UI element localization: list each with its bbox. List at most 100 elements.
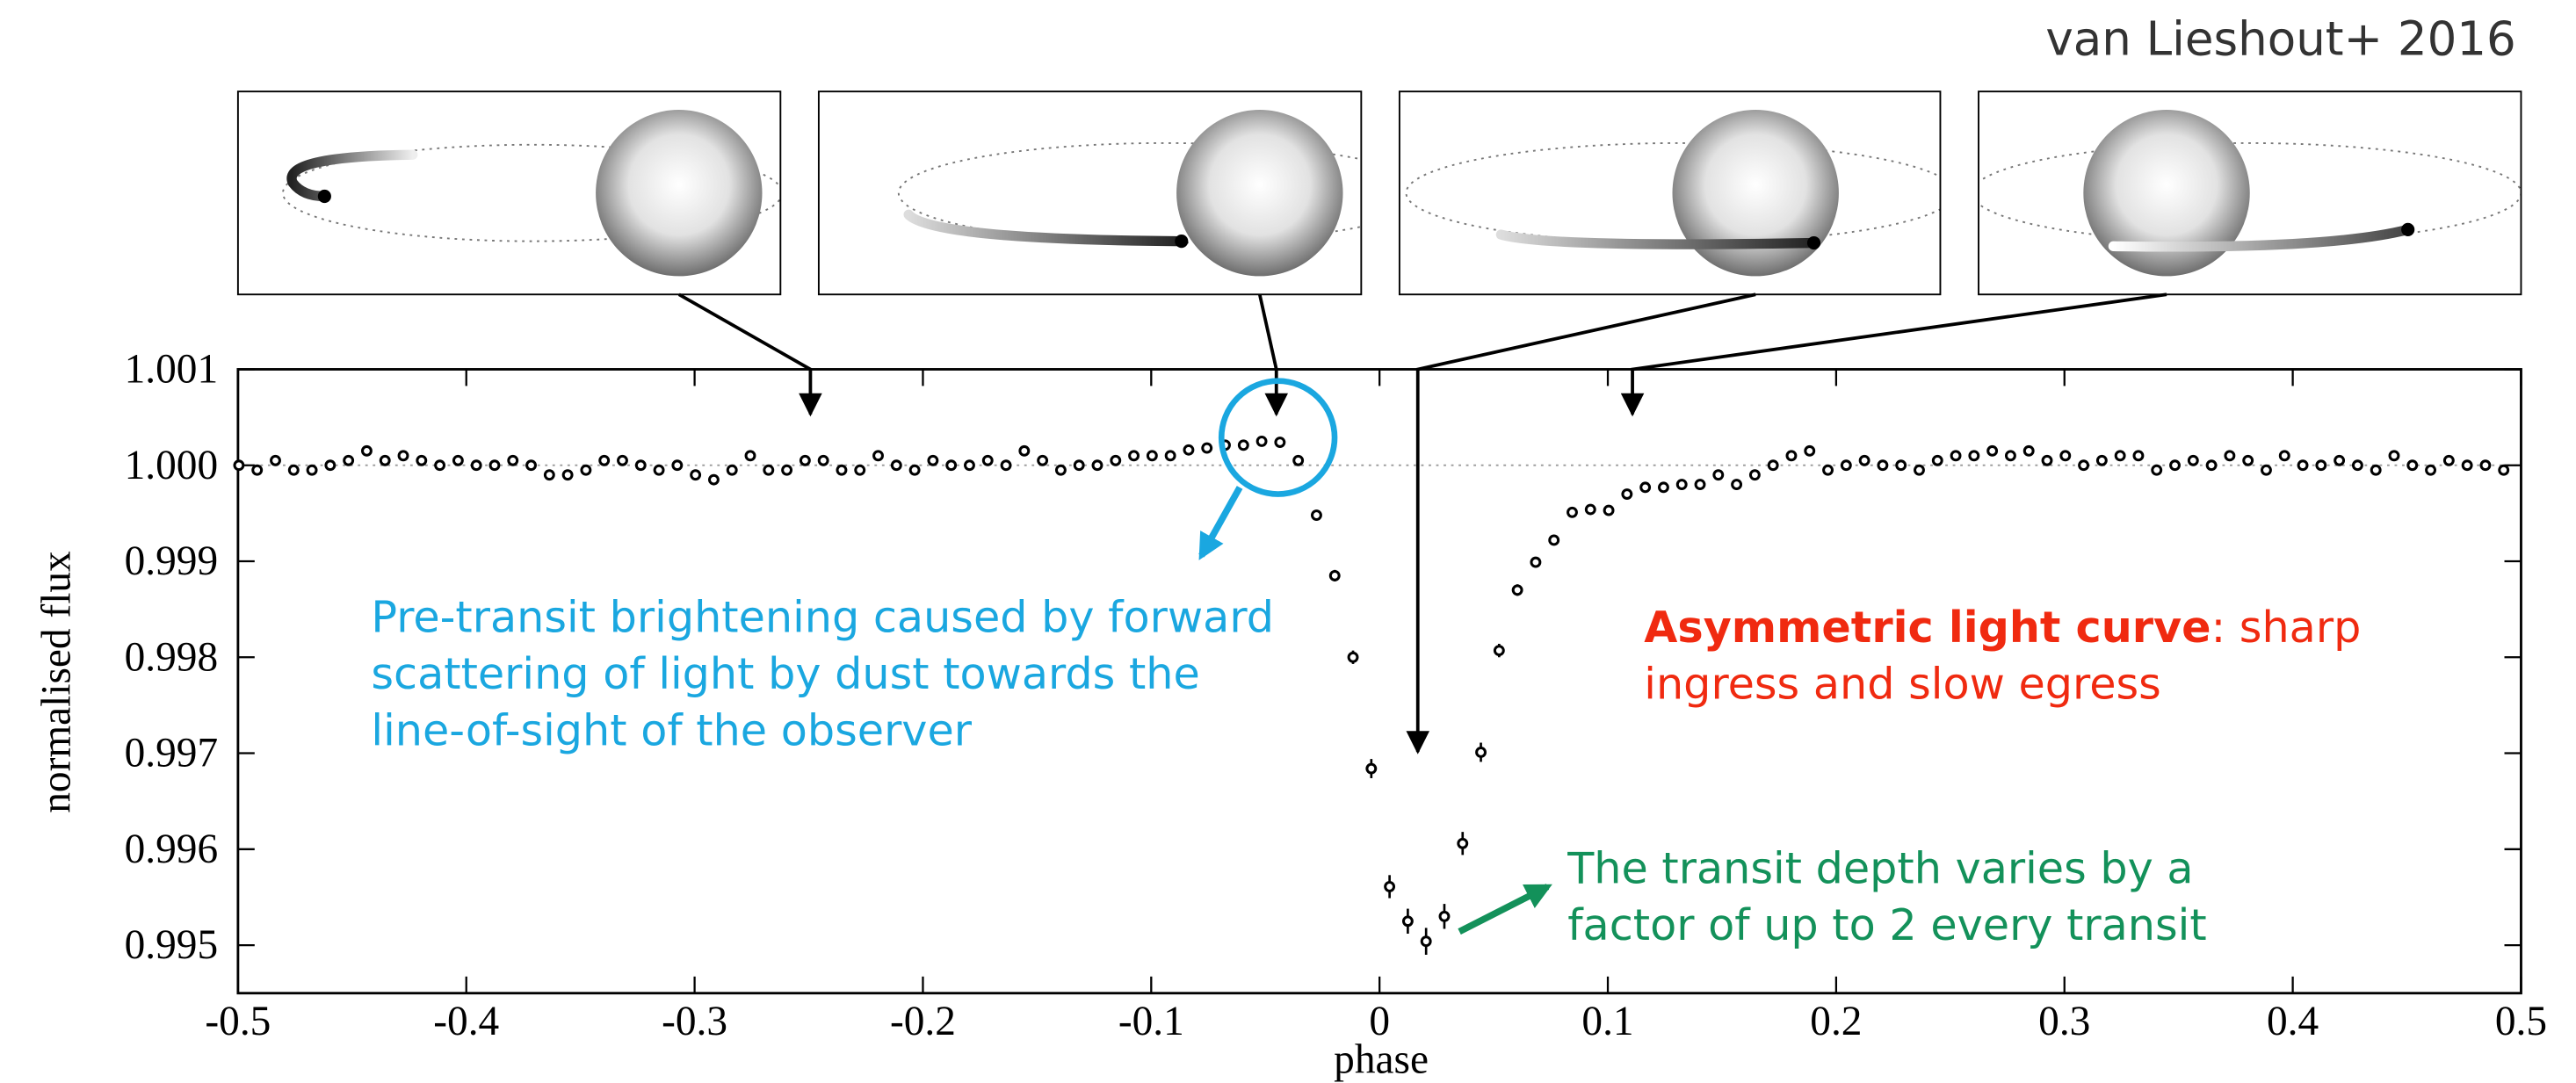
y-tick-label: 1.000 [125,443,219,488]
data-point [270,454,281,466]
data-point [872,450,884,462]
data-point [2205,459,2218,472]
data-point [1968,450,1980,462]
highlight-circle [1218,378,1338,497]
y-tick-label: 0.999 [125,538,219,584]
annotation-emphasis: Asymmetric light curve [1644,602,2211,653]
data-point [580,464,592,476]
data-point [1384,880,1396,892]
annotation-arrow [1458,884,1552,935]
data-point [1018,444,1031,457]
data-point [343,454,355,466]
x-tick-label: -0.2 [890,999,956,1044]
source: van Lieshout+ 2016 [2045,12,2515,67]
data-point [1675,479,1688,491]
y-tick-label: 0.996 [125,827,219,872]
data-point [2334,454,2346,466]
x-tick-label: 0.2 [1810,999,1862,1044]
y-tick-label: 0.995 [125,922,219,968]
data-point [287,464,300,476]
data-point [799,454,811,466]
data-point [1712,469,1725,481]
data-point [2114,450,2126,462]
data-point [379,454,391,466]
data-point [2169,459,2181,472]
data-point [2132,450,2145,462]
data-point [470,459,482,472]
data-point [1183,444,1195,456]
data-point [1274,437,1286,448]
data-point [1895,459,1907,472]
data-point [2095,454,2108,466]
data-point [1311,509,1322,521]
data-point [251,464,264,476]
data-point [1365,762,1378,775]
data-point [1457,837,1469,849]
data-point [1950,450,1962,462]
data-point [634,459,647,472]
data-point [233,459,245,472]
data-point [2059,450,2072,462]
annotation-text: Pre-transit brightening caused by forwar… [371,592,1274,643]
data-point [2078,459,2090,472]
data-point [945,459,958,472]
data-point [1110,454,1122,466]
data-point [1748,469,1761,481]
data-point [2498,464,2510,476]
data-point [1037,454,1049,466]
data-point [2479,459,2492,472]
data-point [1914,464,1925,476]
data-point [561,469,574,481]
x-tick-label: 0.3 [2038,999,2090,1044]
x-tick-label: -0.1 [1118,999,1184,1044]
data-point [744,450,756,462]
y-tick-label: 0.998 [125,634,219,680]
data-point [2224,450,2236,462]
data-point [1785,450,1798,462]
data-point [1420,935,1432,948]
data-point [836,464,848,476]
data-point [2261,464,2272,476]
data-point [2278,450,2290,462]
data-point [488,459,501,472]
data-point [1347,651,1359,663]
data-point [2242,454,2254,466]
data-point [908,464,921,476]
data-point [2425,464,2436,476]
data-point [854,464,866,476]
data-point [1201,442,1213,454]
panel [1979,91,2522,295]
annotation-text: : sharp [2211,602,2362,653]
data-point [1767,459,1779,472]
plot: 0.995 0.996 0.997 0.998 0.999 1.000 1.001 -0.5 -… [34,347,2547,1083]
annotation-text: line-of-sight of the observer [371,705,972,756]
data-point [2461,459,2473,472]
data-point [1292,454,1305,466]
data-point [1822,464,1834,476]
data-point [1475,747,1487,758]
data-point [2370,464,2382,476]
data-point [927,454,939,466]
data-point [543,469,555,481]
data-point [1639,481,1652,494]
data-point [2041,454,2053,466]
data-point [1840,459,1852,472]
annotation-text: The transit depth varies by a [1567,843,2193,894]
data-point [1877,459,1889,472]
data-point [817,454,829,466]
data-point [1584,503,1596,516]
data-point [1255,435,1268,447]
data-point [2187,454,2199,466]
x-tick-label: 0.1 [1581,999,1633,1044]
data-point [452,454,464,466]
x-tick-label: -0.5 [205,999,271,1044]
data-point [964,459,975,472]
data-point [1493,645,1505,657]
data-point [361,444,373,457]
data-point [1054,464,1067,476]
data-point [1657,481,1669,494]
data-point [2442,454,2455,466]
data-point [1931,454,1943,466]
data-point [1164,450,1176,462]
data-point [2406,459,2419,472]
